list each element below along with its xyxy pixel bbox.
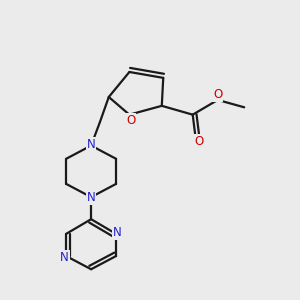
Text: O: O: [126, 114, 136, 127]
Text: N: N: [60, 251, 69, 264]
Text: O: O: [194, 135, 204, 148]
Text: N: N: [87, 138, 95, 151]
Text: N: N: [113, 226, 122, 239]
Text: O: O: [213, 88, 222, 101]
Text: N: N: [87, 191, 95, 205]
